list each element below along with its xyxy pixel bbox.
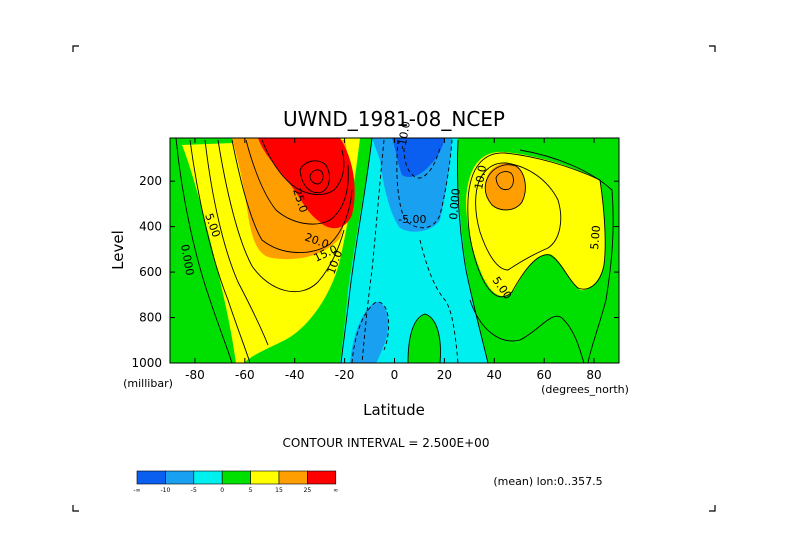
contour-label: 0.000 — [447, 188, 463, 221]
y-axis-label: Level — [109, 230, 127, 270]
x-tick-label: -40 — [285, 368, 305, 382]
colorbar-label: -∞ — [133, 487, 140, 494]
contour-interval-text: CONTOUR INTERVAL = 2.500E+00 — [283, 436, 490, 450]
contour-label: -5.00 — [398, 213, 426, 226]
x-axis-ticks: -80 -60 -40 -20 0 20 40 60 80 — [185, 138, 602, 382]
fill-level-below-minus10 — [392, 138, 445, 177]
contour-label: 10.0 — [472, 164, 489, 190]
fill-level-minus10-to-minus5-lower — [350, 301, 389, 363]
colorbar-label: 15 — [275, 487, 283, 494]
page-corner-marks — [72, 45, 716, 512]
colorbar-swatch — [221, 470, 251, 485]
x-tick-label: 80 — [586, 368, 601, 382]
colorbar-label: 0 — [220, 487, 224, 494]
contour-field — [170, 138, 619, 363]
x-tick-label: 60 — [537, 368, 552, 382]
x-tick-label: 40 — [487, 368, 502, 382]
y-tick-label: 200 — [139, 174, 162, 188]
x-unit-label: (degrees_north) — [541, 383, 629, 396]
colorbar-swatch — [193, 470, 223, 485]
y-axis-ticks: 200 400 600 800 1000 — [131, 174, 619, 370]
contour-label: 5.00 — [588, 225, 603, 251]
colorbar-swatch — [165, 470, 195, 485]
y-tick-label: 400 — [139, 220, 162, 234]
fill-level-0-to-5-surface — [408, 314, 441, 363]
y-tick-label: 600 — [139, 265, 162, 279]
colorbar-label: 25 — [304, 487, 312, 494]
contour-lines — [175, 138, 614, 363]
colorbar-label: 5 — [249, 487, 253, 494]
mean-longitude-text: (mean) lon:0..357.5 — [493, 475, 602, 488]
colorbar-label: -5 — [191, 487, 197, 494]
y-unit-label: (millibar) — [123, 377, 173, 390]
x-tick-label: 0 — [391, 368, 399, 382]
y-tick-label: 1000 — [131, 356, 162, 370]
colorbar-label: -10 — [160, 487, 170, 494]
x-tick-label: -60 — [235, 368, 255, 382]
fill-level-above-25 — [258, 138, 355, 229]
fill-level-15-to-25-north — [485, 163, 526, 211]
colorbar-swatch — [250, 470, 280, 485]
colorbar-swatch — [307, 470, 337, 485]
colorbar-swatch — [278, 470, 308, 485]
colorbar-label: ∞ — [333, 487, 338, 494]
chart-title: UWND_1981-08_NCEP — [283, 107, 505, 131]
y-tick-label: 800 — [139, 311, 162, 325]
contour-label: -10.0 — [395, 120, 413, 150]
x-tick-label: -80 — [185, 368, 205, 382]
contour-label: 0.000 — [178, 243, 196, 276]
colorbar: -∞ -10 -5 0 5 15 25 ∞ — [133, 470, 338, 494]
x-tick-label: 20 — [437, 368, 452, 382]
colorbar-swatch — [136, 470, 166, 485]
x-axis-label: Latitude — [363, 401, 425, 419]
x-tick-label: -20 — [335, 368, 355, 382]
